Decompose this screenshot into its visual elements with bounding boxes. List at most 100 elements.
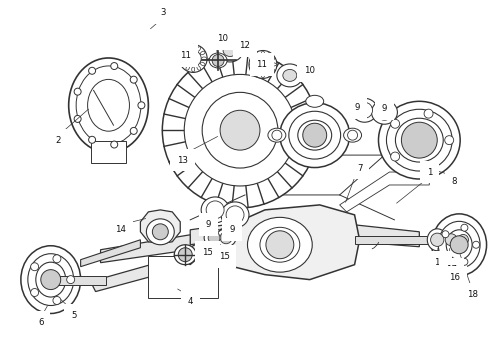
Text: 7: 7 bbox=[357, 163, 362, 172]
Ellipse shape bbox=[21, 246, 81, 314]
Polygon shape bbox=[175, 245, 205, 265]
Text: 10: 10 bbox=[304, 66, 315, 75]
Circle shape bbox=[152, 224, 168, 240]
Bar bbox=[51, 276, 105, 285]
Ellipse shape bbox=[438, 221, 480, 268]
Circle shape bbox=[458, 234, 468, 245]
Ellipse shape bbox=[268, 128, 286, 142]
Circle shape bbox=[442, 252, 449, 259]
Ellipse shape bbox=[36, 262, 66, 297]
Circle shape bbox=[272, 130, 282, 140]
Ellipse shape bbox=[186, 66, 190, 70]
Ellipse shape bbox=[267, 53, 270, 57]
Ellipse shape bbox=[298, 120, 332, 150]
Circle shape bbox=[391, 152, 400, 161]
Text: 10: 10 bbox=[217, 34, 227, 43]
Text: 16: 16 bbox=[449, 273, 460, 282]
Text: 2: 2 bbox=[55, 136, 60, 145]
Text: 14: 14 bbox=[115, 225, 126, 234]
Ellipse shape bbox=[289, 111, 341, 159]
Circle shape bbox=[303, 123, 327, 147]
Ellipse shape bbox=[446, 230, 472, 260]
Circle shape bbox=[212, 54, 224, 67]
Circle shape bbox=[89, 136, 96, 143]
Ellipse shape bbox=[442, 230, 460, 250]
Ellipse shape bbox=[455, 231, 471, 249]
Ellipse shape bbox=[217, 39, 243, 62]
Circle shape bbox=[111, 141, 118, 148]
Circle shape bbox=[431, 233, 444, 246]
Ellipse shape bbox=[204, 229, 224, 247]
Ellipse shape bbox=[352, 98, 377, 122]
Text: 5: 5 bbox=[71, 311, 76, 320]
Circle shape bbox=[53, 255, 61, 263]
Ellipse shape bbox=[283, 69, 297, 81]
Ellipse shape bbox=[221, 202, 249, 228]
Circle shape bbox=[249, 50, 277, 78]
Text: 11: 11 bbox=[180, 51, 191, 60]
Ellipse shape bbox=[343, 128, 362, 142]
Circle shape bbox=[67, 276, 74, 284]
Polygon shape bbox=[91, 258, 180, 292]
Circle shape bbox=[31, 288, 39, 297]
Ellipse shape bbox=[260, 227, 300, 262]
Ellipse shape bbox=[28, 254, 74, 306]
Ellipse shape bbox=[192, 45, 195, 50]
Circle shape bbox=[74, 116, 81, 122]
Text: 9: 9 bbox=[382, 104, 387, 113]
Circle shape bbox=[179, 45, 207, 72]
Circle shape bbox=[185, 50, 201, 67]
Ellipse shape bbox=[249, 63, 254, 66]
Circle shape bbox=[138, 102, 145, 109]
Text: 9: 9 bbox=[229, 225, 235, 234]
Ellipse shape bbox=[216, 229, 236, 247]
Ellipse shape bbox=[76, 66, 141, 145]
Circle shape bbox=[424, 109, 433, 118]
Circle shape bbox=[162, 53, 318, 208]
Ellipse shape bbox=[378, 101, 460, 179]
Circle shape bbox=[376, 104, 392, 120]
Text: 6: 6 bbox=[38, 318, 44, 327]
Text: 18: 18 bbox=[466, 290, 478, 299]
Ellipse shape bbox=[277, 64, 303, 87]
Ellipse shape bbox=[181, 51, 186, 55]
Ellipse shape bbox=[267, 72, 270, 76]
Ellipse shape bbox=[256, 72, 259, 76]
Ellipse shape bbox=[395, 118, 443, 162]
Ellipse shape bbox=[186, 47, 190, 51]
Ellipse shape bbox=[387, 109, 452, 171]
Circle shape bbox=[74, 88, 81, 95]
Ellipse shape bbox=[209, 53, 227, 68]
Circle shape bbox=[445, 136, 454, 145]
Circle shape bbox=[442, 231, 449, 238]
Ellipse shape bbox=[223, 45, 237, 57]
Circle shape bbox=[401, 122, 437, 158]
Circle shape bbox=[357, 102, 372, 118]
Ellipse shape bbox=[280, 103, 349, 167]
Ellipse shape bbox=[306, 95, 324, 107]
Circle shape bbox=[220, 232, 232, 244]
Ellipse shape bbox=[69, 58, 148, 153]
Ellipse shape bbox=[270, 68, 275, 72]
Ellipse shape bbox=[262, 73, 265, 78]
Circle shape bbox=[461, 224, 468, 231]
Polygon shape bbox=[190, 225, 225, 245]
Circle shape bbox=[89, 67, 96, 74]
Ellipse shape bbox=[197, 66, 200, 70]
Text: 11: 11 bbox=[256, 60, 268, 69]
Text: 16: 16 bbox=[434, 258, 445, 267]
Circle shape bbox=[130, 76, 137, 83]
Circle shape bbox=[220, 110, 260, 150]
Circle shape bbox=[184, 75, 296, 186]
Circle shape bbox=[226, 206, 244, 224]
Ellipse shape bbox=[251, 68, 256, 72]
Circle shape bbox=[206, 201, 224, 219]
Polygon shape bbox=[245, 155, 385, 195]
Circle shape bbox=[130, 127, 137, 134]
Circle shape bbox=[111, 63, 118, 69]
Circle shape bbox=[266, 231, 294, 259]
Polygon shape bbox=[141, 210, 180, 244]
Ellipse shape bbox=[192, 67, 195, 72]
Circle shape bbox=[41, 270, 61, 289]
Text: 3: 3 bbox=[161, 8, 166, 17]
